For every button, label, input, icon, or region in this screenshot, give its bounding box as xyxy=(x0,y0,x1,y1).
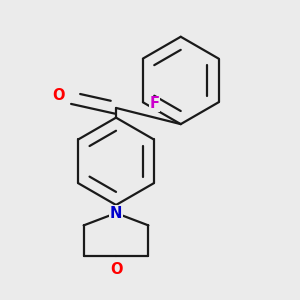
Text: O: O xyxy=(110,262,122,277)
Text: F: F xyxy=(149,96,159,111)
Text: N: N xyxy=(110,206,122,220)
Text: O: O xyxy=(53,88,65,103)
